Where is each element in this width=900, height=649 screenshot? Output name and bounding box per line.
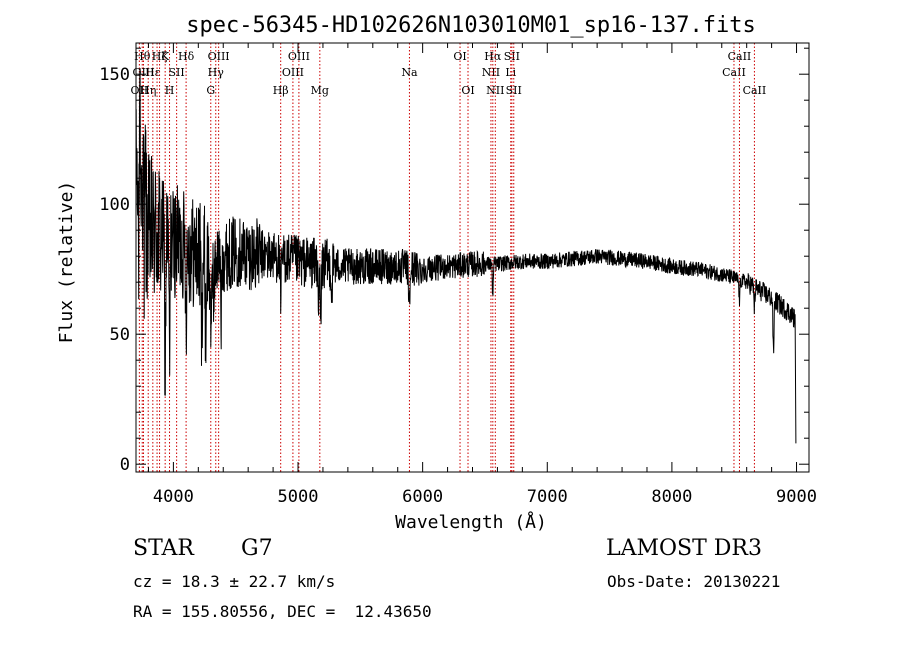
line-marker-label: Hζ bbox=[152, 50, 168, 63]
line-marker-label: NII bbox=[482, 66, 500, 79]
redshift-cz: cz = 18.3 ± 22.7 km/s bbox=[133, 572, 336, 591]
observation-date: Obs-Date: 20130221 bbox=[607, 572, 781, 591]
line-marker-label: NII bbox=[486, 84, 504, 97]
spectrum-line bbox=[135, 68, 797, 444]
x-axis-label: Wavelength (Å) bbox=[395, 511, 547, 533]
chart-title: spec-56345-HD102626N103010M01_sp16-137.f… bbox=[186, 13, 756, 38]
line-marker-label: OI bbox=[453, 50, 466, 63]
x-axis-ticks: 4000 5000 6000 7000 8000 9000 bbox=[147, 43, 817, 507]
x-tick-label: 6000 bbox=[402, 487, 443, 507]
line-marker-label: H bbox=[165, 84, 175, 97]
line-marker-label: OIII bbox=[282, 66, 304, 79]
y-tick-label: 0 bbox=[120, 455, 130, 475]
y-tick-label: 100 bbox=[99, 195, 130, 215]
y-tick-label: 50 bbox=[110, 325, 130, 345]
x-tick-label: 4000 bbox=[153, 487, 194, 507]
line-marker-label: G bbox=[206, 84, 215, 97]
line-marker-label: Na bbox=[401, 66, 418, 79]
line-marker-label: Hη bbox=[140, 84, 156, 97]
object-class: STAR bbox=[133, 536, 194, 561]
line-marker-label: Hδ bbox=[178, 50, 195, 63]
line-marker-label: Hε bbox=[145, 66, 161, 79]
coordinates: RA = 155.80556, DEC = 12.43650 bbox=[133, 602, 432, 621]
line-marker-label: Mg bbox=[311, 84, 329, 97]
survey-name: LAMOST DR3 bbox=[606, 536, 762, 561]
line-marker-label: Hβ bbox=[273, 84, 289, 97]
y-axis-label: Flux (relative) bbox=[56, 181, 77, 344]
line-markers: OIIHθOIIIHηHεHζKHSIIHδGHγOIIIHβOIIIOIIIM… bbox=[131, 43, 767, 472]
line-marker-label: Hθ bbox=[134, 50, 151, 63]
x-tick-label: 9000 bbox=[776, 487, 817, 507]
object-subclass: G7 bbox=[241, 536, 273, 561]
line-marker-label: Hα bbox=[484, 50, 502, 63]
line-marker-label: Hγ bbox=[208, 66, 225, 79]
x-tick-label: 5000 bbox=[278, 487, 319, 507]
line-marker-label: SII bbox=[504, 50, 520, 63]
line-marker-label: Li bbox=[505, 66, 516, 79]
line-marker-label: OIII bbox=[208, 50, 230, 63]
x-tick-label: 7000 bbox=[527, 487, 568, 507]
line-marker-label: SII bbox=[506, 84, 522, 97]
line-marker-label: K bbox=[161, 50, 170, 63]
spectrum-plot bbox=[135, 68, 797, 444]
line-marker-label: OIII bbox=[132, 66, 154, 79]
line-marker-label: CaII bbox=[743, 84, 767, 97]
line-marker-label: OI bbox=[461, 84, 474, 97]
line-marker-label: OIII bbox=[288, 50, 310, 63]
y-tick-label: 150 bbox=[99, 65, 130, 85]
y-axis-ticks: 0 50 100 150 bbox=[99, 47, 809, 475]
line-marker-label: CaII bbox=[722, 66, 746, 79]
x-tick-label: 8000 bbox=[651, 487, 692, 507]
line-marker-label: SII bbox=[169, 66, 185, 79]
line-marker-label: CaII bbox=[728, 50, 752, 63]
